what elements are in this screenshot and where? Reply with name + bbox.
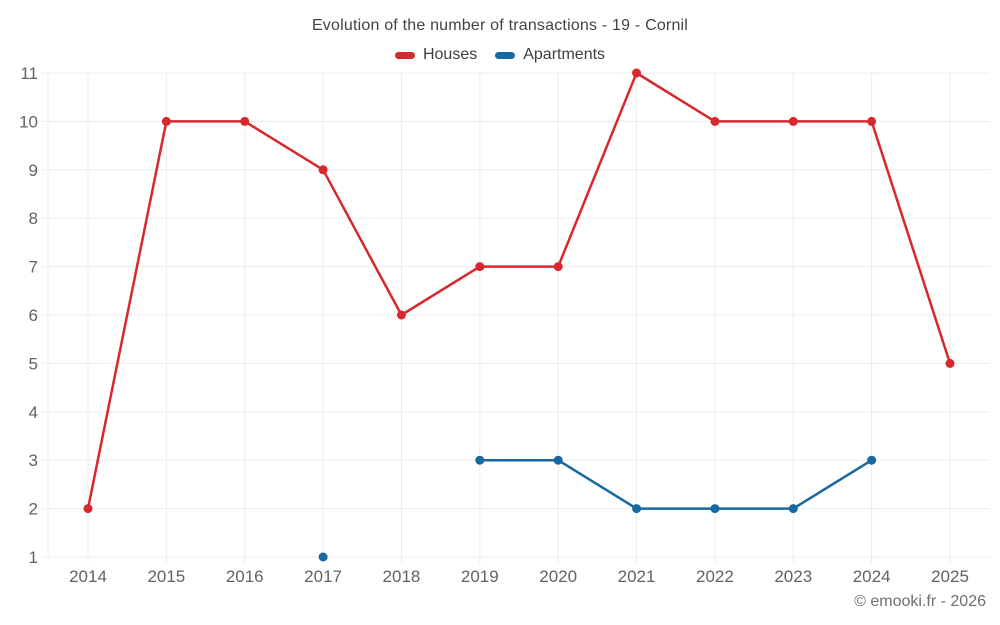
y-axis-tick-label: 1 xyxy=(29,548,38,567)
houses-data-point[interactable] xyxy=(83,504,93,514)
y-axis-tick-label: 10 xyxy=(19,112,38,131)
x-axis-tick-label: 2017 xyxy=(304,567,342,586)
houses-data-point[interactable] xyxy=(867,116,877,126)
y-axis-tick-label: 4 xyxy=(29,403,38,422)
x-axis-tick-label: 2015 xyxy=(147,567,185,586)
x-axis-tick-label: 2025 xyxy=(931,567,969,586)
x-axis-tick-label: 2023 xyxy=(774,567,812,586)
x-axis-tick-label: 2019 xyxy=(461,567,499,586)
y-axis-tick-label: 7 xyxy=(29,258,38,277)
x-axis-tick-label: 2020 xyxy=(539,567,577,586)
apartments-data-point[interactable] xyxy=(632,504,642,514)
apartments-data-point[interactable] xyxy=(318,552,328,562)
houses-line xyxy=(86,71,952,510)
apartments-legend-swatch-icon xyxy=(495,51,516,59)
apartments-data-point[interactable] xyxy=(867,455,877,465)
y-axis-tick-label: 2 xyxy=(29,500,38,519)
apartments-data-point[interactable] xyxy=(553,455,563,465)
houses-data-point[interactable] xyxy=(788,116,798,126)
apartments-line xyxy=(478,458,873,510)
y-axis-tick-label: 8 xyxy=(29,209,38,228)
houses-data-point[interactable] xyxy=(240,116,250,126)
legend-label-houses: Houses xyxy=(422,46,478,63)
apartments-data-point[interactable] xyxy=(710,504,720,514)
houses-data-point[interactable] xyxy=(396,310,406,320)
y-axis-tick-label: 6 xyxy=(29,306,38,325)
y-axis-tick-label: 11 xyxy=(20,64,38,83)
legend-label-apartments: Apartments xyxy=(523,46,606,63)
x-axis-tick-label: 2014 xyxy=(69,567,107,586)
apartments-data-point[interactable] xyxy=(475,455,485,465)
x-axis-tick-label: 2018 xyxy=(383,567,421,586)
y-axis-tick-label: 5 xyxy=(29,354,38,373)
y-axis-tick-label: 3 xyxy=(29,451,38,470)
chart-title: Evolution of the number of transactions … xyxy=(311,17,689,34)
x-axis-tick-label: 2016 xyxy=(226,567,264,586)
y-axis-tick-label: 9 xyxy=(29,161,38,180)
houses-data-point[interactable] xyxy=(161,116,171,126)
houses-data-point[interactable] xyxy=(710,116,720,126)
houses-data-point[interactable] xyxy=(945,358,955,368)
houses-legend-swatch-icon xyxy=(394,51,415,59)
houses-data-point[interactable] xyxy=(632,68,642,78)
legend-item-apartments[interactable]: Apartments xyxy=(495,46,605,64)
copyright-text: © emooki.fr - 2026 xyxy=(854,593,986,610)
x-axis-tick-label: 2024 xyxy=(853,567,891,586)
houses-data-point[interactable] xyxy=(553,262,563,272)
houses-data-point[interactable] xyxy=(318,165,328,175)
legend: Houses Apartments xyxy=(0,46,1000,64)
houses-data-point[interactable] xyxy=(475,262,485,272)
x-axis-tick-label: 2022 xyxy=(696,567,734,586)
legend-item-houses[interactable]: Houses xyxy=(394,46,478,64)
apartments-data-point[interactable] xyxy=(788,504,798,514)
x-axis-tick-label: 2021 xyxy=(618,567,656,586)
